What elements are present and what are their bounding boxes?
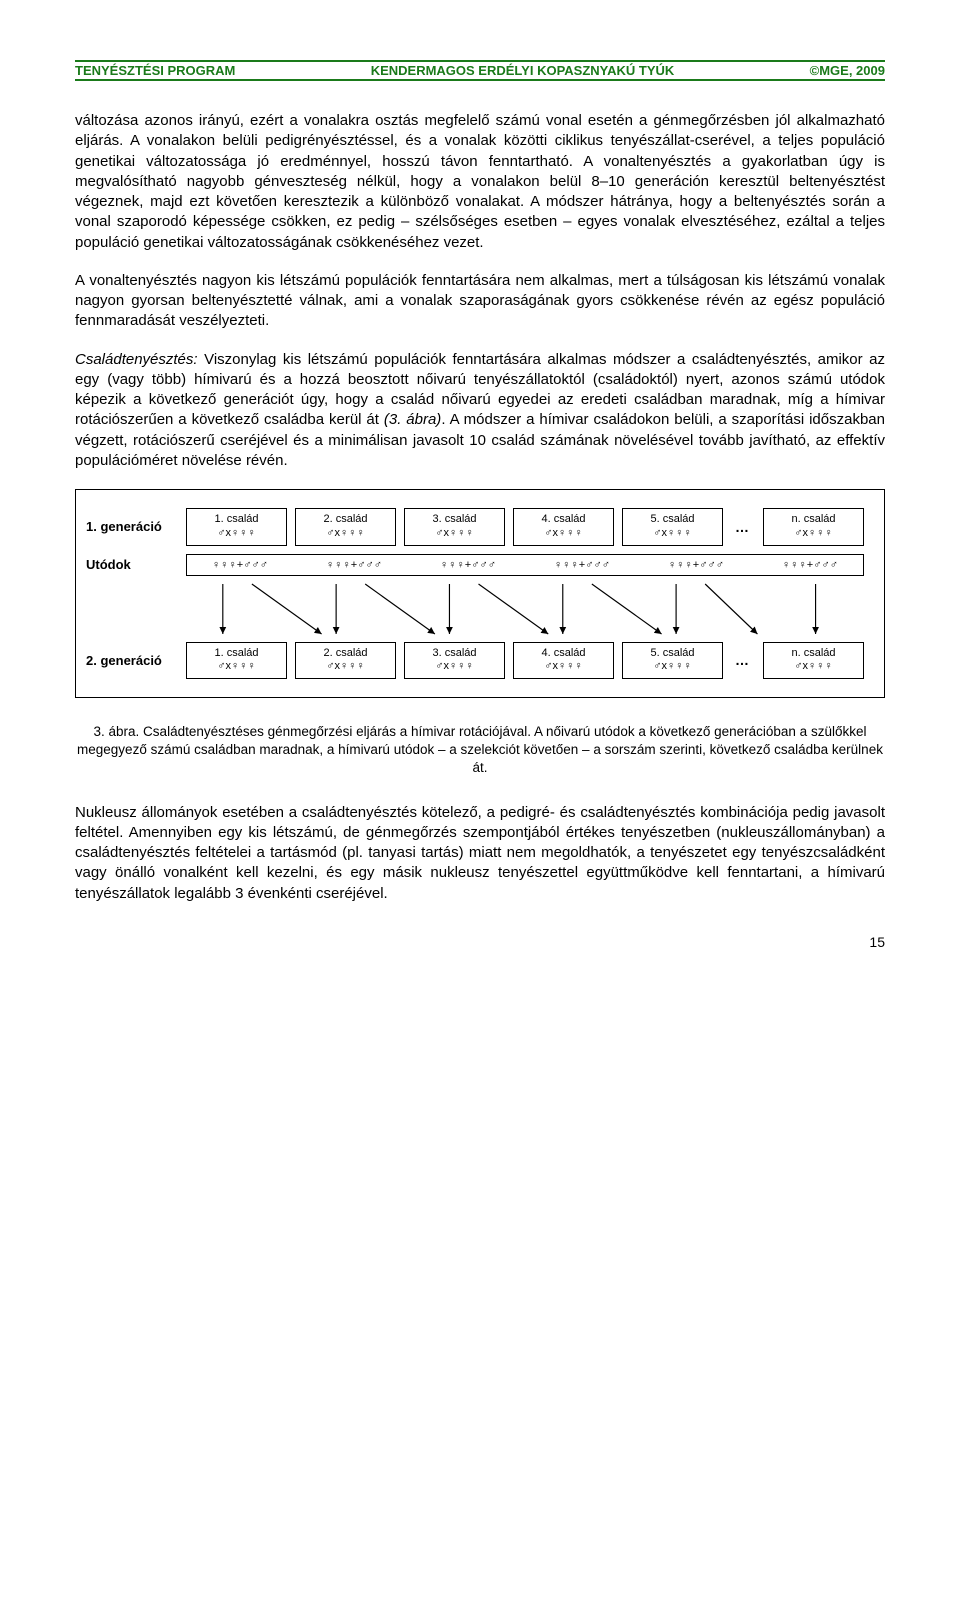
family-sym: ♂x♀♀♀ — [193, 660, 280, 674]
family-diagram: 1. generáció 1. család ♂x♀♀♀ 2. család ♂… — [75, 489, 885, 698]
paragraph-1b: A vonaltenyésztés nagyon kis létszámú po… — [75, 271, 885, 332]
ellipsis-gen2: … — [731, 652, 755, 668]
family-name: 2. család — [302, 647, 389, 661]
gen2-family-n: n. család ♂x♀♀♀ — [763, 642, 864, 680]
offspring-4: ♀♀♀+♂♂♂ — [554, 559, 610, 571]
gen1-family-5: 5. család ♂x♀♀♀ — [622, 508, 723, 546]
p2-ref: (3. ábra) — [384, 411, 441, 428]
family-name: 3. család — [411, 513, 498, 527]
gen1-family-4: 4. család ♂x♀♀♀ — [513, 508, 614, 546]
family-name: 4. család — [520, 647, 607, 661]
figure-caption: 3. ábra. Családtenyésztéses génmegőrzési… — [75, 723, 885, 778]
gen2-family-2: 2. család ♂x♀♀♀ — [295, 642, 396, 680]
ellipsis-gen1: … — [731, 519, 755, 535]
offspring-n: ♀♀♀+♂♂♂ — [782, 559, 838, 571]
gen1-family-3: 3. család ♂x♀♀♀ — [404, 508, 505, 546]
page-number: 15 — [75, 934, 885, 950]
header-center: KENDERMAGOS ERDÉLYI KOPASZNYAKÚ TYÚK — [371, 63, 675, 78]
family-sym: ♂x♀♀♀ — [302, 527, 389, 541]
offspring-box: ♀♀♀+♂♂♂ ♀♀♀+♂♂♂ ♀♀♀+♂♂♂ ♀♀♀+♂♂♂ ♀♀♀+♂♂♂ … — [186, 554, 864, 576]
paragraph-2: Családtenyésztés: Viszonylag kis létszám… — [75, 350, 885, 472]
gen2-family-3: 3. család ♂x♀♀♀ — [404, 642, 505, 680]
gen1-families: 1. család ♂x♀♀♀ 2. család ♂x♀♀♀ 3. csalá… — [186, 508, 864, 546]
gen1-family-n: n. család ♂x♀♀♀ — [763, 508, 864, 546]
family-sym: ♂x♀♀♀ — [520, 660, 607, 674]
row-label-offspring: Utódok — [86, 557, 186, 572]
family-name: 1. család — [193, 647, 280, 661]
family-name: n. család — [770, 647, 857, 661]
family-name: n. család — [770, 513, 857, 527]
p2-lead: Családtenyésztés: — [75, 351, 198, 368]
family-name: 1. család — [193, 513, 280, 527]
offspring-2: ♀♀♀+♂♂♂ — [326, 559, 382, 571]
gen1-family-2: 2. család ♂x♀♀♀ — [295, 508, 396, 546]
row-label-gen2: 2. generáció — [86, 653, 186, 668]
header-right: ©MGE, 2009 — [810, 63, 885, 78]
family-sym: ♂x♀♀♀ — [629, 527, 716, 541]
family-sym: ♂x♀♀♀ — [302, 660, 389, 674]
family-name: 3. család — [411, 647, 498, 661]
offspring-3: ♀♀♀+♂♂♂ — [440, 559, 496, 571]
offspring-1: ♀♀♀+♂♂♂ — [212, 559, 268, 571]
family-sym: ♂x♀♀♀ — [411, 660, 498, 674]
family-sym: ♂x♀♀♀ — [770, 660, 857, 674]
family-sym: ♂x♀♀♀ — [629, 660, 716, 674]
family-sym: ♂x♀♀♀ — [193, 527, 280, 541]
offspring-5: ♀♀♀+♂♂♂ — [668, 559, 724, 571]
header-left: TENYÉSZTÉSI PROGRAM — [75, 63, 235, 78]
family-name: 2. család — [302, 513, 389, 527]
rotation-arrows — [186, 582, 864, 640]
paragraph-3: Nukleusz állományok esetében a családten… — [75, 803, 885, 904]
family-name: 4. család — [520, 513, 607, 527]
row-label-gen1: 1. generáció — [86, 519, 186, 534]
gen2-families: 1. család ♂x♀♀♀ 2. család ♂x♀♀♀ 3. csalá… — [186, 642, 864, 680]
family-name: 5. család — [629, 513, 716, 527]
gen2-family-1: 1. család ♂x♀♀♀ — [186, 642, 287, 680]
family-sym: ♂x♀♀♀ — [520, 527, 607, 541]
family-sym: ♂x♀♀♀ — [411, 527, 498, 541]
family-name: 5. család — [629, 647, 716, 661]
gen2-family-5: 5. család ♂x♀♀♀ — [622, 642, 723, 680]
page-header: TENYÉSZTÉSI PROGRAM KENDERMAGOS ERDÉLYI … — [75, 60, 885, 81]
family-sym: ♂x♀♀♀ — [770, 527, 857, 541]
gen1-family-1: 1. család ♂x♀♀♀ — [186, 508, 287, 546]
paragraph-1: változása azonos irányú, ezért a vonalak… — [75, 111, 885, 253]
gen2-family-4: 4. család ♂x♀♀♀ — [513, 642, 614, 680]
